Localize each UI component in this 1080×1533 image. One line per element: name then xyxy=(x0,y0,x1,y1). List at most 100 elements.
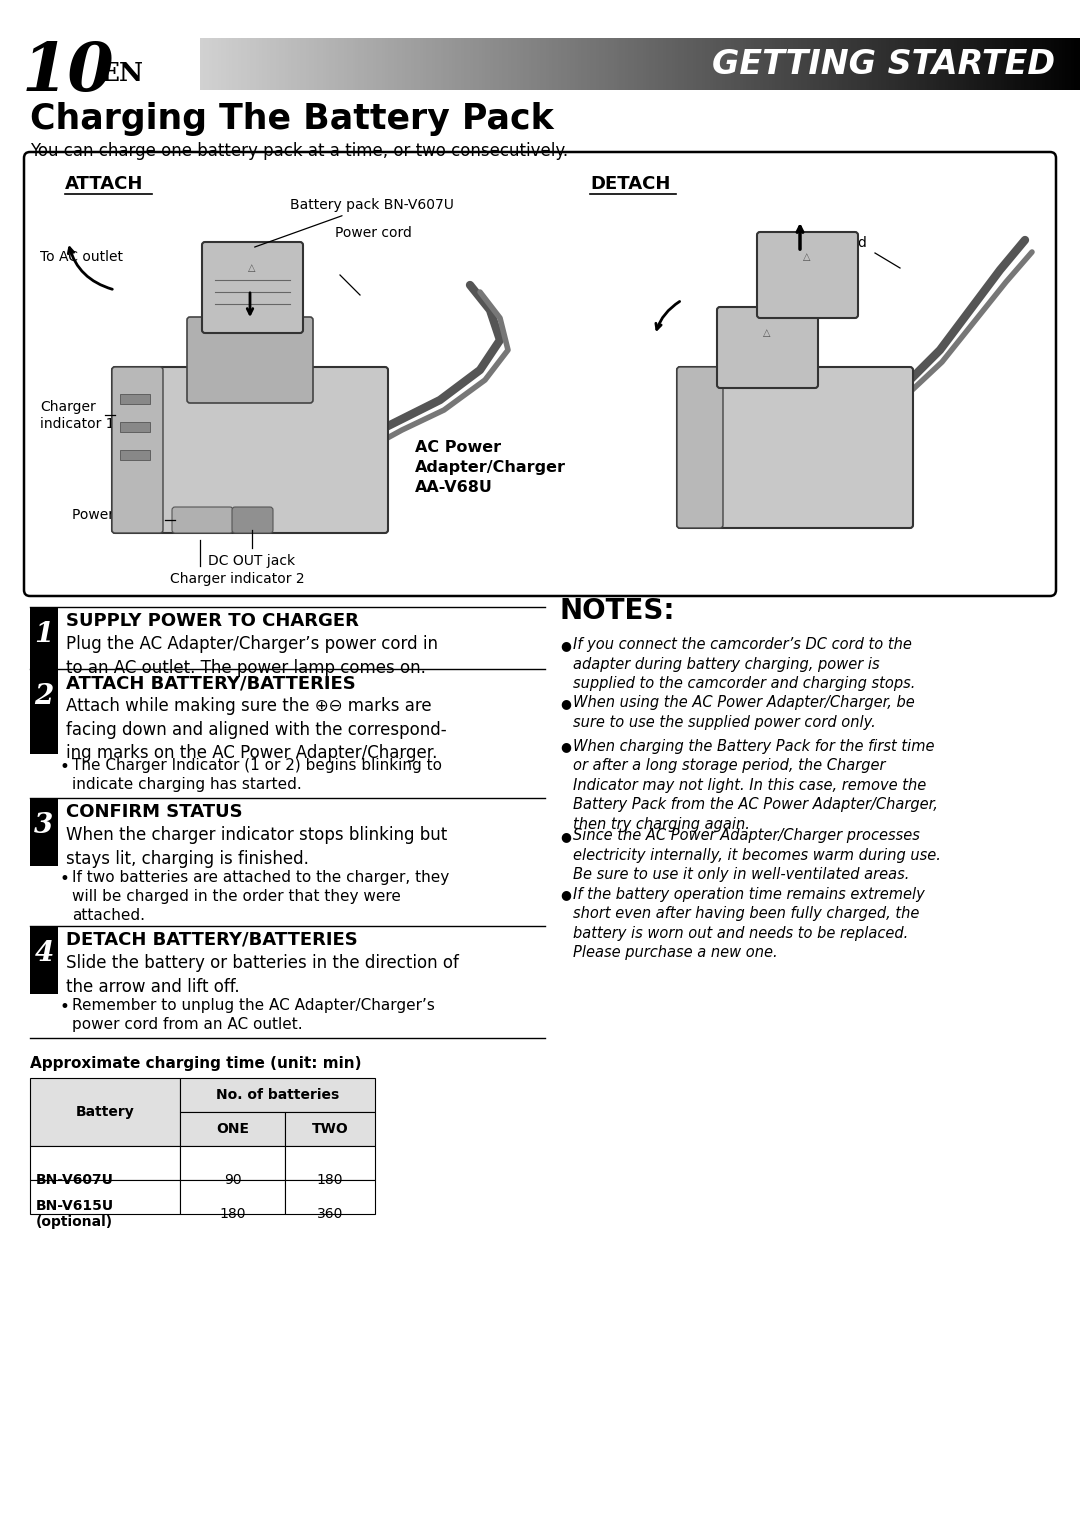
Bar xyxy=(887,38,890,90)
Bar xyxy=(913,38,917,90)
Bar xyxy=(1044,38,1049,90)
Bar xyxy=(998,38,1002,90)
Bar xyxy=(273,38,278,90)
Text: Battery pack BN-V607U: Battery pack BN-V607U xyxy=(255,198,454,247)
Bar xyxy=(475,38,480,90)
Text: 10: 10 xyxy=(22,40,114,104)
Bar xyxy=(400,38,404,90)
Bar xyxy=(180,1111,285,1147)
Bar xyxy=(909,38,914,90)
Bar xyxy=(391,38,394,90)
Text: 2: 2 xyxy=(35,684,54,710)
Bar xyxy=(977,38,982,90)
Bar xyxy=(622,38,626,90)
Bar xyxy=(429,38,433,90)
Bar xyxy=(232,38,237,90)
Bar xyxy=(367,38,372,90)
Bar xyxy=(120,422,150,432)
Bar xyxy=(203,38,207,90)
Text: Since the AC Power Adapter/Charger processes
electricity internally, it becomes : Since the AC Power Adapter/Charger proce… xyxy=(573,828,941,881)
Bar xyxy=(969,38,972,90)
Bar xyxy=(974,38,978,90)
Bar xyxy=(338,38,341,90)
Bar xyxy=(895,38,900,90)
Bar xyxy=(300,38,303,90)
Text: No. of batteries: No. of batteries xyxy=(216,1088,339,1102)
Bar xyxy=(411,38,415,90)
Bar xyxy=(561,38,565,90)
Bar xyxy=(543,38,548,90)
Bar xyxy=(907,38,910,90)
Bar xyxy=(617,38,621,90)
Text: AC Power
Adapter/Charger
AA-V68U: AC Power Adapter/Charger AA-V68U xyxy=(415,440,566,495)
Bar xyxy=(259,38,262,90)
Bar xyxy=(993,38,996,90)
Bar xyxy=(576,38,579,90)
Bar xyxy=(1018,38,1023,90)
Bar xyxy=(670,38,673,90)
Bar xyxy=(1039,38,1043,90)
Bar xyxy=(872,38,876,90)
Text: Battery: Battery xyxy=(76,1105,134,1119)
Bar xyxy=(467,38,471,90)
Bar xyxy=(341,38,345,90)
Bar xyxy=(775,38,779,90)
Bar xyxy=(995,38,999,90)
Bar xyxy=(784,38,787,90)
FancyBboxPatch shape xyxy=(187,317,313,403)
Bar xyxy=(508,38,512,90)
Bar xyxy=(778,38,782,90)
Bar xyxy=(651,38,656,90)
Bar xyxy=(247,38,251,90)
Bar xyxy=(711,38,714,90)
Bar xyxy=(426,38,430,90)
Bar xyxy=(302,38,307,90)
Bar xyxy=(449,38,454,90)
Bar xyxy=(827,38,832,90)
Bar xyxy=(268,38,271,90)
Bar xyxy=(1051,38,1054,90)
Bar xyxy=(511,38,515,90)
Bar xyxy=(519,38,524,90)
Bar xyxy=(291,38,295,90)
Bar xyxy=(235,38,239,90)
Text: Attach while making sure the ⊕⊖ marks are
facing down and aligned with the corre: Attach while making sure the ⊕⊖ marks ar… xyxy=(66,698,447,762)
Text: The Charger Indicator (1 or 2) begins blinking to
indicate charging has started.: The Charger Indicator (1 or 2) begins bl… xyxy=(72,757,442,793)
Bar xyxy=(1030,38,1034,90)
Bar xyxy=(805,38,808,90)
Bar xyxy=(816,38,820,90)
Bar xyxy=(473,38,476,90)
Bar xyxy=(212,38,216,90)
Bar xyxy=(238,38,242,90)
Text: 360: 360 xyxy=(316,1206,343,1220)
Text: To AC outlet: To AC outlet xyxy=(40,250,123,264)
Text: Charger
indicator 1: Charger indicator 1 xyxy=(40,400,114,431)
Bar xyxy=(743,38,746,90)
Bar xyxy=(30,799,58,866)
Bar xyxy=(599,38,603,90)
Bar xyxy=(831,38,835,90)
Bar xyxy=(285,1180,375,1214)
Bar xyxy=(593,38,597,90)
Bar xyxy=(950,38,955,90)
Text: Charger indicator 2: Charger indicator 2 xyxy=(170,572,305,586)
FancyBboxPatch shape xyxy=(677,366,913,527)
Bar xyxy=(620,38,623,90)
Bar xyxy=(692,38,697,90)
Bar xyxy=(200,38,204,90)
Bar xyxy=(564,38,568,90)
Bar xyxy=(335,38,339,90)
Text: DETACH: DETACH xyxy=(590,175,671,193)
Bar xyxy=(318,38,321,90)
Bar xyxy=(323,38,327,90)
Bar xyxy=(719,38,724,90)
Bar xyxy=(311,38,315,90)
Bar xyxy=(30,926,58,993)
Bar xyxy=(883,38,888,90)
Text: ●: ● xyxy=(561,829,571,843)
Bar xyxy=(1056,38,1061,90)
Text: ATTACH BATTERY/BATTERIES: ATTACH BATTERY/BATTERIES xyxy=(66,675,355,691)
FancyBboxPatch shape xyxy=(717,307,818,388)
Bar xyxy=(482,38,486,90)
Bar xyxy=(347,38,351,90)
